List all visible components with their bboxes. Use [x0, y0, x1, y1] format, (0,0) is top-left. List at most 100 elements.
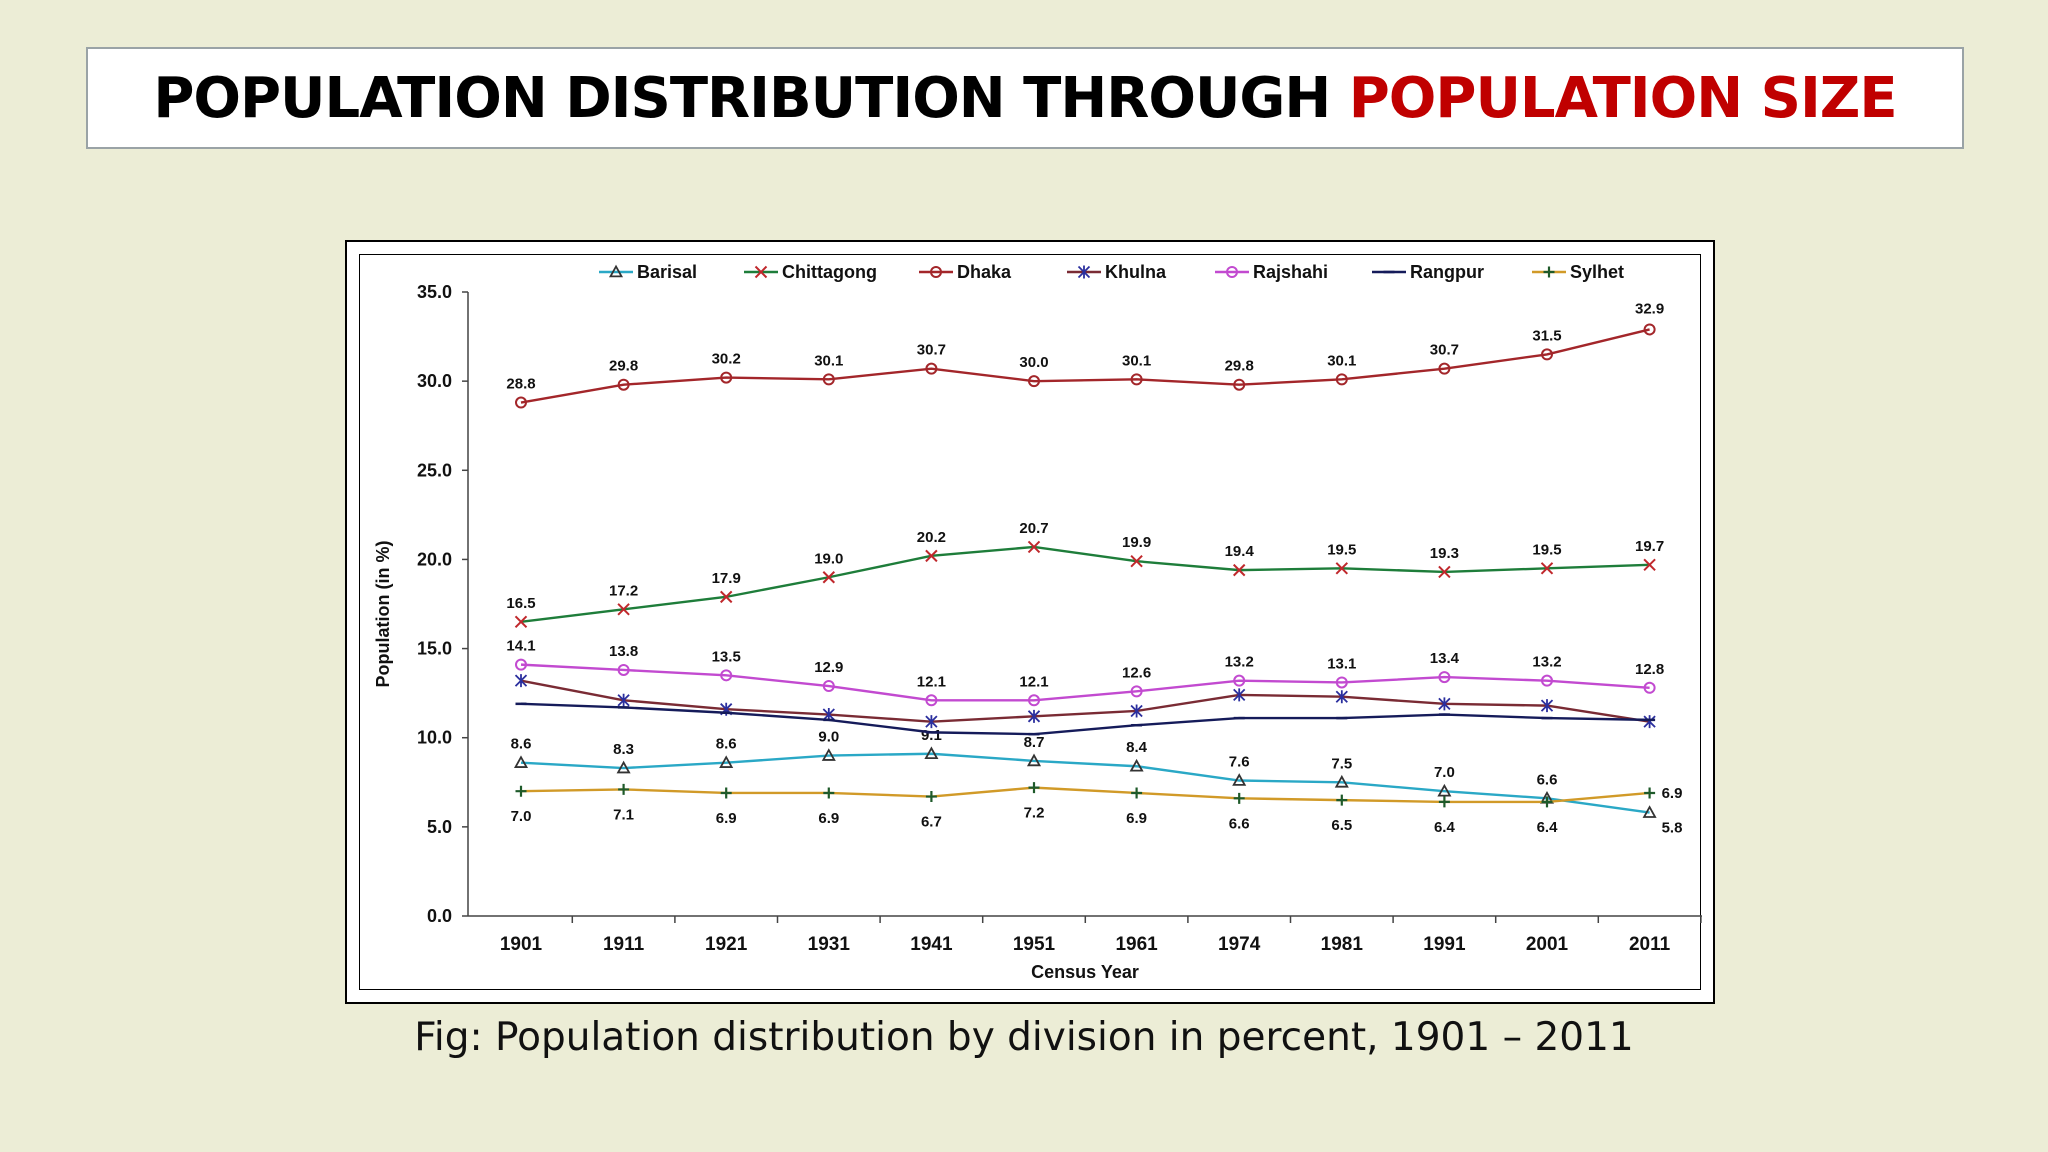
chart-frame: 0.0 5.0 10.0 15.0 20.0 25.0 30.0 35.0 1901 1911 19… — [345, 240, 1715, 1004]
legend-marker-rajshahi — [1226, 266, 1238, 278]
data-label-rajshahi: 14.1 — [506, 638, 535, 655]
y-tick-label: 25.0 — [417, 460, 452, 480]
data-label-barisal: 9.1 — [921, 727, 942, 744]
data-point-barisal — [1026, 753, 1042, 767]
data-point-sylhet — [1541, 796, 1553, 808]
data-point-rajshahi — [1233, 674, 1246, 687]
x-tick-label: 1931 — [808, 934, 851, 955]
data-label-dhaka: 30.1 — [814, 352, 843, 369]
data-label-rajshahi: 13.5 — [712, 648, 741, 665]
legend-label-rangpur: Rangpur — [1410, 262, 1484, 282]
series-line-khulna — [520, 679, 1650, 723]
data-label-sylhet: 6.9 — [716, 810, 737, 827]
data-label-sylhet: 6.9 — [1126, 810, 1147, 827]
data-label-rajshahi: 13.4 — [1430, 650, 1460, 667]
figure-caption: Fig: Population distribution by division… — [414, 1015, 1634, 1060]
data-label-sylhet: 6.4 — [1537, 819, 1559, 836]
data-label-rajshahi: 13.8 — [609, 643, 638, 660]
data-label-rajshahi: 12.1 — [917, 673, 946, 690]
data-point-khulna — [925, 715, 938, 729]
data-label-rajshahi: 12.6 — [1122, 664, 1151, 681]
data-point-barisal — [1334, 774, 1349, 788]
data-label-rajshahi: 13.2 — [1532, 654, 1561, 671]
series-line-chittagong — [520, 545, 1650, 624]
data-point-rajshahi — [515, 658, 527, 671]
data-label-chittagong: 17.2 — [609, 582, 638, 599]
x-tick-label: 1961 — [1115, 934, 1158, 955]
data-point-sylhet — [925, 791, 937, 803]
legend-marker-dhaka — [930, 266, 942, 278]
data-label-dhaka: 31.5 — [1532, 327, 1561, 344]
data-point-barisal — [719, 755, 734, 768]
data-label-barisal: 9.0 — [818, 729, 839, 746]
legend-label-rajshahi: Rajshahi — [1253, 262, 1328, 282]
data-label-dhaka: 30.2 — [712, 351, 741, 368]
data-label-barisal: 8.6 — [511, 736, 532, 753]
y-axis-title: Population (in %) — [373, 541, 393, 688]
data-point-chittagong — [514, 615, 528, 629]
x-tick-label: 1974 — [1218, 934, 1261, 955]
data-point-rajshahi — [1541, 674, 1553, 687]
legend-label-khulna: Khulna — [1105, 262, 1167, 282]
data-point-rajshahi — [1028, 694, 1040, 707]
data-point-barisal — [1642, 805, 1657, 818]
data-label-barisal: 7.5 — [1331, 755, 1352, 772]
y-tick-label: 30.0 — [417, 371, 452, 391]
data-label-chittagong: 20.7 — [1019, 520, 1048, 537]
data-point-barisal — [924, 746, 939, 760]
data-point-sylhet — [1336, 794, 1348, 806]
data-point-khulna — [617, 693, 630, 707]
data-point-sylhet — [515, 785, 527, 797]
data-label-chittagong: 19.3 — [1430, 545, 1459, 562]
data-label-chittagong: 19.9 — [1122, 534, 1151, 551]
data-point-dhaka — [1541, 348, 1553, 361]
data-point-khulna — [1027, 709, 1041, 723]
x-tick-label: 2011 — [1629, 934, 1671, 955]
data-label-barisal: 7.0 — [1434, 764, 1455, 781]
data-point-dhaka — [1233, 378, 1246, 391]
data-label-sylhet: 7.0 — [511, 808, 532, 825]
data-point-dhaka — [1643, 323, 1656, 336]
data-label-dhaka: 29.8 — [1225, 358, 1254, 375]
data-label-sylhet: 6.5 — [1331, 817, 1352, 834]
data-label-rajshahi: 13.1 — [1327, 655, 1356, 672]
data-point-sylhet — [1233, 792, 1245, 804]
data-point-sylhet — [1131, 787, 1143, 799]
data-point-chittagong — [1335, 562, 1349, 575]
data-point-rajshahi — [720, 669, 733, 682]
data-point-khulna — [1335, 690, 1348, 704]
data-point-chittagong — [925, 549, 938, 563]
data-point-dhaka — [822, 373, 835, 386]
x-tick-label: 1921 — [705, 934, 748, 955]
y-tick-label: 20.0 — [417, 549, 452, 569]
data-point-chittagong — [1027, 540, 1041, 554]
data-label-dhaka: 30.7 — [1430, 342, 1459, 359]
series-line-rajshahi — [520, 663, 1650, 702]
series-line-sylhet — [520, 786, 1650, 804]
data-point-khulna — [514, 674, 528, 688]
data-point-chittagong — [719, 590, 733, 604]
data-label-sylhet: 7.2 — [1024, 805, 1045, 822]
y-tick-label: 10.0 — [417, 728, 452, 748]
data-label-sylhet: 6.6 — [1229, 815, 1250, 832]
data-point-barisal — [821, 748, 836, 761]
data-label-dhaka: 30.7 — [917, 342, 946, 359]
legend-label-sylhet: Sylhet — [1570, 262, 1624, 282]
data-point-rajshahi — [1643, 681, 1656, 694]
data-label-chittagong: 19.7 — [1635, 538, 1664, 555]
data-point-rajshahi — [822, 680, 835, 693]
data-label-chittagong: 19.5 — [1532, 541, 1561, 558]
title-box: POPULATION DISTRIBUTION THROUGH POPULATI… — [86, 47, 1964, 149]
data-point-rajshahi — [617, 663, 630, 676]
data-point-chittagong — [1232, 563, 1246, 577]
data-point-rajshahi — [1130, 685, 1143, 698]
data-label-dhaka: 30.0 — [1019, 354, 1048, 371]
data-point-khulna — [1130, 704, 1143, 718]
data-label-barisal: 7.6 — [1229, 754, 1250, 771]
data-point-sylhet — [618, 783, 630, 795]
x-tick-label: 1981 — [1321, 934, 1364, 955]
data-label-sylhet: 6.9 — [818, 810, 839, 827]
data-label-sylhet: 7.1 — [613, 806, 634, 823]
data-label-chittagong: 19.5 — [1327, 541, 1356, 558]
data-label-dhaka: 30.1 — [1122, 352, 1151, 369]
